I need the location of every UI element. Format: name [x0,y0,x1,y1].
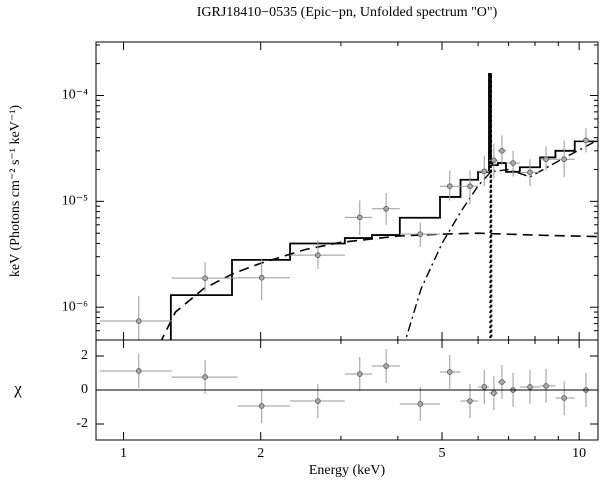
x-tick-label: 5 [438,446,445,461]
data-point [543,383,549,389]
data-point [561,156,567,163]
y-tick-label: 10⁻⁵ [62,194,88,209]
y-tick-label: 0 [81,382,88,397]
data-point [491,390,497,396]
chart-title: IGRJ18410−0535 (Epic−pn, Unfolded spectr… [197,5,498,20]
data-point [561,395,567,401]
data-point [543,156,549,163]
data-point [258,274,265,281]
data-point [499,379,505,385]
data-point [499,148,505,154]
data-point [481,384,488,390]
data-point [356,371,363,377]
data-point [417,231,424,237]
data-point [315,252,321,258]
data-point [315,398,321,404]
x-tick-label: 2 [257,446,264,461]
data-point [258,403,265,409]
x-tick-label: 1 [120,446,127,461]
data-point [135,318,142,324]
data-point [467,183,473,189]
y-tick-label: 2 [81,348,88,363]
residual-axis-label: χ [13,379,22,398]
y-axis-label: keV (Photons cm⁻² s⁻¹ keV⁻¹) [8,105,23,277]
model-dashed [160,232,598,340]
plot-area [99,72,598,340]
data-point [510,160,516,166]
data-point [383,206,389,212]
data-point [202,275,208,281]
model-dotted [489,73,493,340]
x-axis-label: Energy (keV) [309,463,386,478]
data-point [527,169,533,176]
data-point [383,363,389,369]
plot-area [99,349,598,423]
data-point [583,137,589,144]
data-point [417,401,424,407]
y-tick-label: 10⁻⁴ [62,88,88,103]
data-point [481,168,488,175]
data-point [202,374,208,380]
data-point [356,214,363,221]
data-point [491,157,497,164]
data-point [527,384,533,390]
data-point [135,368,142,374]
x-tick-label: 10 [572,446,586,461]
data-point [446,369,453,375]
y-tick-label: 10⁻⁶ [62,299,88,314]
data-point [446,183,453,189]
data-point [467,398,473,404]
y-tick-label: -2 [76,416,88,431]
